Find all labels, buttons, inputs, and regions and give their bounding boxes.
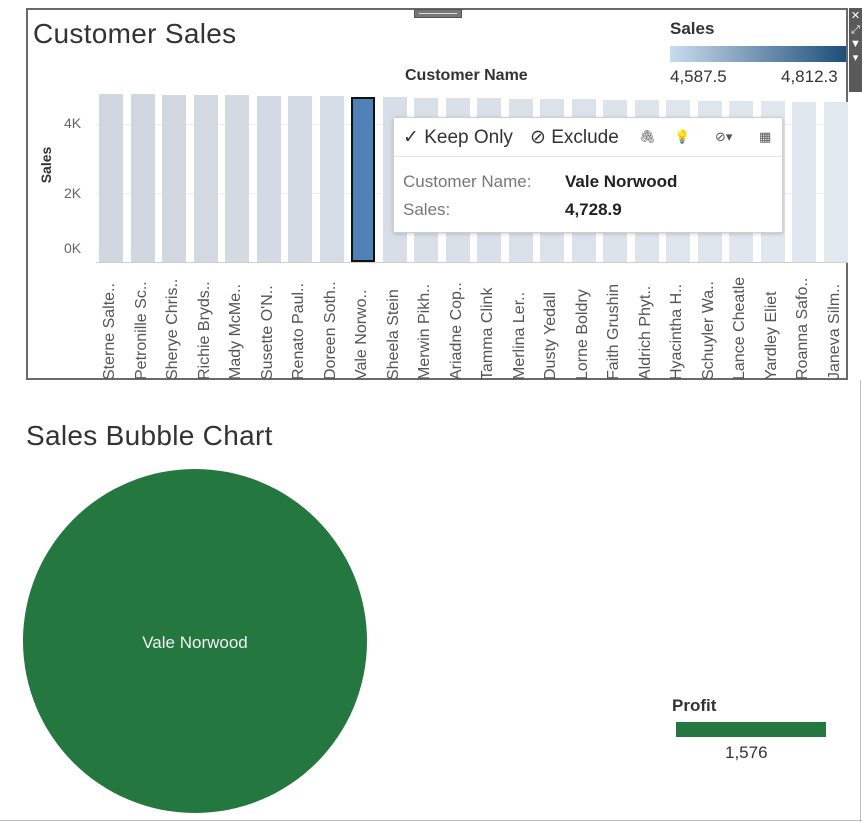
x-tick-label-wrap: Doreen Soth.. [320, 264, 344, 380]
x-tick-label-wrap: Faith Grushin [603, 264, 627, 380]
x-axis-line [96, 262, 848, 263]
tooltip: ✓ Keep Only ⊘ Exclude 🖇 💡 ⊘▾ ▦ Customer … [393, 117, 783, 233]
exclude-button[interactable]: ⊘ Exclude [530, 127, 619, 148]
x-tick-label[interactable]: Hyacintha H.. [668, 283, 685, 380]
x-tick-label-wrap: Dusty Yedall [540, 264, 564, 380]
bar-2[interactable] [162, 94, 186, 262]
bar-4[interactable] [225, 95, 249, 262]
profit-legend-swatch[interactable] [676, 722, 826, 737]
x-tick-label[interactable]: Dusty Yedall [542, 291, 559, 380]
x-tick-label[interactable]: Sterne Salte.. [101, 283, 118, 380]
divider [860, 380, 861, 822]
filter-icon[interactable]: ▼ [850, 38, 861, 50]
x-tick-label[interactable]: Yardley Eliet [762, 291, 780, 380]
x-tick-label[interactable]: Vale Norwo.. [353, 289, 370, 380]
x-tick-label[interactable]: Sherye Chris.. [164, 278, 181, 380]
x-tick-label-wrap: Janeva Silm.. [824, 264, 848, 380]
create-set-icon[interactable]: 💡 [674, 129, 691, 144]
profit-legend-value: 1,576 [725, 743, 768, 762]
group-members-icon[interactable]: 🖇 [639, 129, 656, 144]
x-tick-label[interactable]: Roanna Safo.. [794, 277, 811, 380]
x-tick-label[interactable]: Aldrich Phyt.. [636, 285, 654, 380]
bar-7[interactable] [319, 96, 344, 262]
sales-legend-min: 4,587.5 [670, 67, 727, 86]
x-tick-label[interactable]: Mady McMe.. [227, 283, 244, 380]
x-tick-label-wrap: Vale Norwo.. [351, 264, 375, 380]
x-tick-label-wrap: Lance Cheatle [729, 264, 753, 380]
x-tick-label-wrap: Lorne Boldry [572, 264, 596, 380]
x-tick-label-wrap: Sherye Chris.. [162, 264, 186, 380]
divider [0, 820, 862, 821]
bubble-label: Vale Norwood [142, 633, 248, 652]
tooltip-key-customer: Customer Name: [403, 172, 532, 191]
x-tick-label[interactable]: Sheela Stein [384, 289, 402, 380]
y-tick-label: 0K [64, 240, 82, 256]
bar-1[interactable] [130, 94, 155, 262]
tooltip-toolbar: ✓ Keep Only ⊘ Exclude 🖇 💡 ⊘▾ ▦ [394, 118, 782, 157]
bar-22[interactable] [792, 101, 816, 262]
x-tick-label-wrap: Renato Paul.. [288, 264, 312, 380]
bar-6[interactable] [288, 95, 312, 262]
x-tick-label-wrap: Petronille Sc.. [131, 264, 155, 380]
x-tick-label-wrap: Schuyler Wa.. [698, 264, 722, 380]
x-tick-label[interactable]: Susette O'N.. [258, 285, 276, 380]
x-tick-label[interactable]: Lance Cheatle [731, 276, 748, 380]
x-tick-label[interactable]: Doreen Soth.. [321, 281, 339, 380]
x-axis-header[interactable]: Customer Name [405, 67, 528, 84]
x-tick-label-wrap: Hyacintha H.. [666, 264, 690, 380]
sales-legend-title: Sales [670, 19, 715, 38]
x-tick-label[interactable]: Richie Bryds.. [195, 281, 213, 380]
keep-only-button[interactable]: ✓ Keep Only [403, 127, 513, 148]
customer-sales-title: Customer Sales [33, 18, 237, 49]
close-icon[interactable]: ✕ [850, 10, 861, 22]
x-tick-label-wrap: Merlina Ler.. [509, 264, 533, 380]
floating-toolbar[interactable]: ✕ ⤢ ▼ ▾ [849, 8, 862, 92]
view-data-icon[interactable]: ▦ [759, 129, 772, 144]
bar-0[interactable] [99, 94, 123, 262]
x-tick-label-wrap: Susette O'N.. [257, 264, 281, 380]
bubble-mark[interactable] [23, 469, 367, 813]
x-tick-label[interactable]: Lorne Boldry [573, 289, 591, 380]
x-tick-label-wrap: Sterne Salte.. [99, 264, 123, 380]
expand-icon[interactable]: ⤢ [851, 24, 860, 36]
x-tick-label[interactable]: Merwin Pikh.. [416, 283, 433, 380]
tooltip-value-customer: Vale Norwood [565, 172, 678, 191]
y-axis-title[interactable]: Sales [38, 146, 54, 184]
x-tick-label-wrap: Ariadne Cop.. [446, 264, 470, 380]
x-tick-label[interactable]: Schuyler Wa.. [699, 281, 717, 380]
bar-23[interactable] [823, 101, 848, 262]
bubble-chart: Vale Norwood [23, 469, 367, 813]
sales-color-legend[interactable] [670, 46, 846, 62]
x-tick-label[interactable]: Renato Paul.. [290, 283, 307, 380]
x-tick-label[interactable]: Ariadne Cop.. [447, 282, 465, 380]
x-tick-label[interactable]: Janeva Silm.. [825, 283, 843, 380]
bubble-chart-title: Sales Bubble Chart [26, 420, 273, 451]
y-tick-label: 2K [64, 185, 82, 201]
link-icon[interactable]: ⊘▾ [715, 129, 733, 144]
x-tick-label-wrap: Yardley Eliet [761, 264, 785, 380]
bar-5[interactable] [256, 95, 281, 262]
x-tick-label[interactable]: Petronille Sc.. [132, 281, 150, 380]
tooltip-key-sales: Sales: [403, 200, 451, 219]
x-tick-label-wrap: Merwin Pikh.. [414, 264, 438, 380]
more-options-icon[interactable]: ▾ [852, 52, 859, 64]
sales-legend-max: 4,812.3 [781, 67, 838, 86]
x-tick-label-wrap: Mady McMe.. [225, 264, 249, 380]
y-tick-label: 4K [64, 115, 82, 131]
x-tick-label[interactable]: Merlina Ler.. [510, 291, 528, 380]
panel-drag-handle[interactable] [414, 9, 462, 18]
tooltip-value-sales: 4,728.9 [565, 200, 622, 219]
profit-legend-title: Profit [672, 696, 717, 715]
x-tick-label-wrap: Aldrich Phyt.. [635, 264, 659, 380]
bar-8[interactable] [351, 96, 375, 262]
x-tick-label-wrap: Tamma Clink [477, 264, 501, 380]
x-tick-label-wrap: Sheela Stein [383, 264, 407, 380]
bar-3[interactable] [193, 94, 218, 262]
x-tick-label[interactable]: Tamma Clink [479, 287, 496, 380]
x-tick-label-wrap: Richie Bryds.. [194, 264, 218, 380]
x-tick-label[interactable]: Faith Grushin [605, 283, 622, 380]
x-tick-label-wrap: Roanna Safo.. [792, 264, 816, 380]
